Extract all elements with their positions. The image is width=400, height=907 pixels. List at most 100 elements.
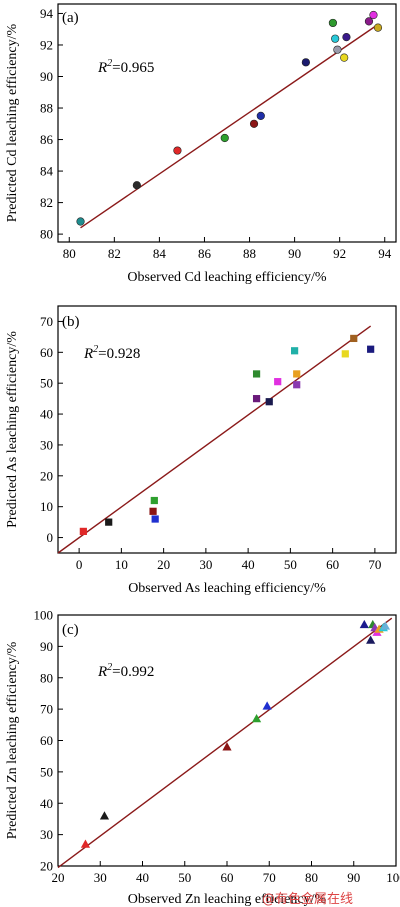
y-tick-label: 90 <box>40 69 53 84</box>
x-tick-label: 90 <box>347 870 360 885</box>
y-tick-label: 100 <box>34 608 54 623</box>
r-squared-sup: 2 <box>107 58 112 69</box>
data-point <box>333 45 342 54</box>
x-tick-label: 84 <box>153 246 167 261</box>
panel-c: 20 30 40 50 60 70 80 90 100 20 30 40 50 60 70 80 90 100 Ob… <box>5 608 400 907</box>
x-tick-label: 88 <box>243 246 256 261</box>
y-tick-label: 80 <box>40 227 53 242</box>
data-point <box>342 32 351 42</box>
x-tick-label: 90 <box>288 246 301 261</box>
r-squared-prefix: R <box>97 664 107 680</box>
data-point <box>222 742 232 751</box>
fit-line <box>57 617 393 869</box>
x-tick-label: 30 <box>199 557 212 572</box>
data-point <box>132 181 141 190</box>
panel-label: (a) <box>62 10 79 26</box>
data-point <box>366 635 376 644</box>
x-tick-label: 60 <box>221 870 234 885</box>
y-tick-label: 20 <box>40 468 53 483</box>
x-tick-label: 10 <box>115 557 128 572</box>
x-axis-label: Observed Zn leaching efficiency/% <box>128 892 327 907</box>
plot-frame <box>57 305 397 554</box>
data-point <box>252 370 261 378</box>
y-tick-label: 30 <box>40 827 53 842</box>
watermark-text: @有色金属在线 <box>262 891 353 907</box>
r-squared-annotation: R2=0.965 <box>97 58 154 76</box>
data-point <box>105 518 113 526</box>
x-tick-label: 0 <box>76 557 83 572</box>
x-tick-label: 40 <box>136 870 149 885</box>
y-axis-label: Predicted As leaching efficiency/% <box>5 331 20 528</box>
data-point <box>262 701 272 710</box>
data-point <box>173 146 182 155</box>
data-point <box>359 619 369 629</box>
panel-label: (c) <box>62 622 79 638</box>
y-tick-label: 10 <box>40 499 53 514</box>
r-squared-annotation: R2=0.992 <box>97 662 154 680</box>
data-point <box>252 395 261 403</box>
y-tick-label: 40 <box>40 796 53 811</box>
y-tick-label: 92 <box>40 37 53 52</box>
data-point <box>373 23 383 32</box>
x-tick-label: 50 <box>178 870 191 885</box>
x-tick-label: 86 <box>198 246 212 261</box>
x-tick-label: 70 <box>368 557 381 572</box>
data-point <box>99 811 110 820</box>
data-point <box>341 350 349 358</box>
x-tick-label: 40 <box>242 557 255 572</box>
fit-line <box>57 325 372 554</box>
x-tick-label: 94 <box>378 246 392 261</box>
data-point <box>364 17 374 26</box>
y-tick-label: 70 <box>40 314 53 329</box>
panel-label: (b) <box>62 314 80 330</box>
y-tick-label: 50 <box>40 376 53 391</box>
y-tick-label: 88 <box>40 101 53 116</box>
data-point <box>251 713 262 723</box>
data-point <box>350 334 358 343</box>
y-tick-label: 30 <box>40 437 53 452</box>
x-tick-label: 92 <box>333 246 346 261</box>
data-point <box>331 34 340 43</box>
panel-a: 80 82 84 86 88 90 92 94 80 82 84 86 88 90 92 94 Observed… <box>5 3 397 285</box>
x-tick-label: 80 <box>63 246 76 261</box>
data-point <box>380 621 391 630</box>
data-point <box>340 53 349 62</box>
y-tick-label: 40 <box>40 407 53 422</box>
data-point <box>367 345 375 353</box>
data-point <box>256 111 265 121</box>
x-tick-label: 82 <box>108 246 121 261</box>
data-point <box>301 58 310 67</box>
x-tick-label: 20 <box>52 870 65 885</box>
y-tick-label: 82 <box>40 195 53 210</box>
y-tick-label: 0 <box>47 530 54 545</box>
y-axis-label: Predicted Cd leaching efficiency/% <box>5 23 20 222</box>
fit-line <box>80 23 379 229</box>
x-tick-label: 20 <box>157 557 170 572</box>
r-squared-prefix: R <box>97 60 107 76</box>
data-point <box>265 398 273 406</box>
y-tick-label: 70 <box>40 702 53 717</box>
x-tick-label: 50 <box>284 557 297 572</box>
r-squared-value: =0.928 <box>98 346 140 362</box>
y-tick-label: 94 <box>40 6 54 21</box>
x-tick-label: 80 <box>305 870 318 885</box>
r-squared-prefix: R <box>83 346 93 362</box>
data-point <box>79 527 87 535</box>
y-axis-label: Predicted Zn leaching efficiency/% <box>5 641 20 839</box>
x-tick-label: 30 <box>94 870 107 885</box>
data-point <box>80 839 91 848</box>
x-axis-label: Observed Cd leaching efficiency/% <box>127 270 327 285</box>
x-tick-label: 60 <box>326 557 339 572</box>
y-tick-label: 60 <box>40 345 53 360</box>
r-squared-sup: 2 <box>107 662 112 673</box>
y-tick-label: 80 <box>40 670 53 685</box>
x-tick-label: 100 <box>386 870 400 885</box>
data-point <box>293 381 301 389</box>
plot-frame <box>57 3 397 243</box>
data-point <box>149 507 157 515</box>
y-tick-label: 90 <box>40 639 53 654</box>
data-point <box>369 10 378 20</box>
data-point <box>293 370 301 378</box>
r-squared-annotation: R2=0.928 <box>83 344 140 362</box>
